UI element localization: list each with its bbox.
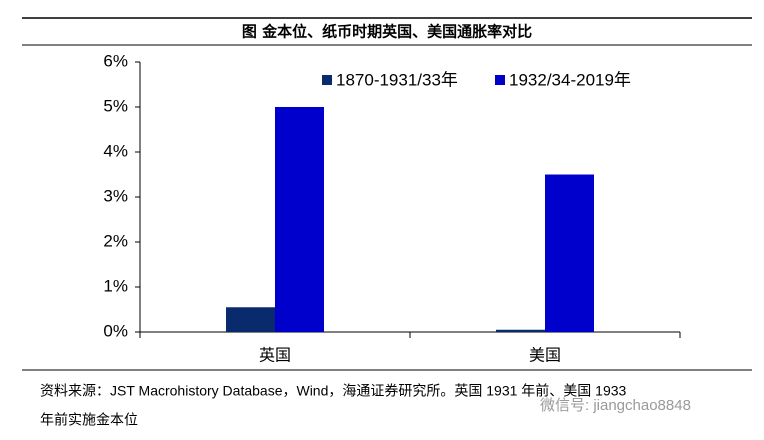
bar [275,107,324,332]
source-line: 年前实施金本位 [40,412,138,428]
x-tick-label: 英国 [259,346,291,365]
y-tick-label: 2% [103,231,128,250]
y-tick-label: 1% [103,276,128,295]
bar [496,329,545,332]
source-line: 资料来源：JST Macrohistory Database，Wind，海通证券… [40,383,627,399]
y-tick-label: 0% [103,321,128,340]
chart-title: 图 金本位、纸币时期英国、美国通胀率对比 [242,23,532,41]
legend-label: 1932/34-2019年 [509,70,631,89]
bar [226,307,275,332]
legend-label: 1870-1931/33年 [336,70,458,89]
y-tick-label: 5% [103,96,128,115]
y-tick-label: 6% [103,51,128,70]
bar [545,174,594,332]
y-tick-label: 4% [103,141,128,160]
x-tick-label: 美国 [529,346,561,365]
legend-swatch [495,75,505,85]
watermark: 微信号: jiangchao8848 [540,397,691,414]
legend-swatch [322,75,332,85]
y-tick-label: 3% [103,186,128,205]
